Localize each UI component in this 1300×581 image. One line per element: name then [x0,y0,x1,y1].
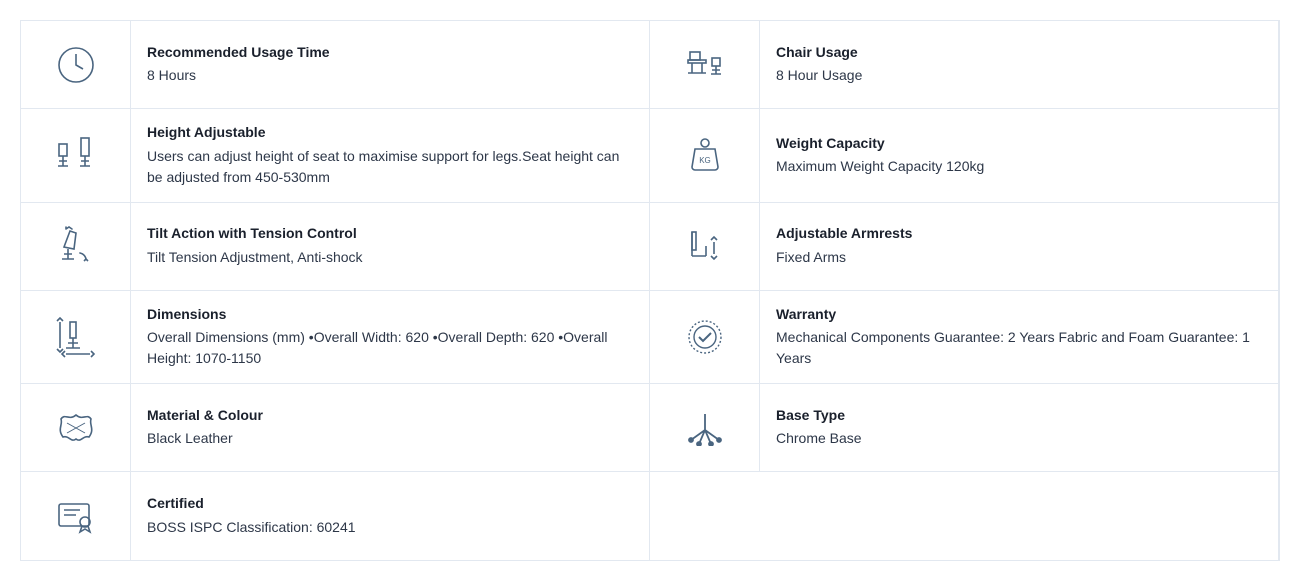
spec-text: Material & Colour Black Leather [131,384,649,471]
spec-title: Weight Capacity [776,134,1262,154]
spec-text: Certified BOSS ISPC Classification: 6024… [131,472,649,560]
spec-cell: Chair Usage 8 Hour Usage [650,21,1279,109]
svg-text:KG: KG [699,156,711,165]
spec-desc: Overall Dimensions (mm) •Overall Width: … [147,327,633,369]
spec-desc: 8 Hours [147,65,633,86]
spec-title: Recommended Usage Time [147,43,633,63]
spec-table: Recommended Usage Time 8 Hours Chair Usa… [20,20,1280,561]
spec-cell: Tilt Action with Tension Control Tilt Te… [21,203,650,291]
spec-title: Dimensions [147,305,633,325]
spec-desc: BOSS ISPC Classification: 60241 [147,517,633,538]
spec-desc: Chrome Base [776,428,1262,449]
height-adjust-icon [21,109,131,202]
base-icon [650,384,760,471]
material-icon [21,384,131,471]
spec-title: Adjustable Armrests [776,224,1262,244]
spec-desc: Fixed Arms [776,247,1262,268]
spec-title: Tilt Action with Tension Control [147,224,633,244]
spec-text: Adjustable Armrests Fixed Arms [760,203,1278,290]
spec-title: Chair Usage [776,43,1262,63]
spec-text: Tilt Action with Tension Control Tilt Te… [131,203,649,290]
spec-desc: Users can adjust height of seat to maxim… [147,146,633,188]
spec-cell: Dimensions Overall Dimensions (mm) •Over… [21,291,650,385]
spec-cell: Adjustable Armrests Fixed Arms [650,203,1279,291]
spec-cell: Recommended Usage Time 8 Hours [21,21,650,109]
spec-text: Dimensions Overall Dimensions (mm) •Over… [131,291,649,384]
spec-text: Recommended Usage Time 8 Hours [131,21,649,108]
spec-desc: 8 Hour Usage [776,65,1262,86]
spec-desc: Tilt Tension Adjustment, Anti-shock [147,247,633,268]
spec-text: Weight Capacity Maximum Weight Capacity … [760,109,1278,202]
spec-cell: Material & Colour Black Leather [21,384,650,472]
spec-cell: Warranty Mechanical Components Guarantee… [650,291,1279,385]
certified-icon [21,472,131,560]
empty-cell [650,472,1279,560]
spec-text: Height Adjustable Users can adjust heigh… [131,109,649,202]
spec-cell: Certified BOSS ISPC Classification: 6024… [21,472,650,560]
desk-chair-icon [650,21,760,108]
spec-title: Warranty [776,305,1262,325]
weight-icon: KG [650,109,760,202]
spec-desc: Maximum Weight Capacity 120kg [776,156,1262,177]
spec-cell: Base Type Chrome Base [650,384,1279,472]
spec-title: Certified [147,494,633,514]
spec-desc: Mechanical Components Guarantee: 2 Years… [776,327,1262,369]
spec-title: Base Type [776,406,1262,426]
tilt-icon [21,203,131,290]
warranty-icon [650,291,760,384]
armrest-icon [650,203,760,290]
spec-text: Warranty Mechanical Components Guarantee… [760,291,1278,384]
spec-text: Base Type Chrome Base [760,384,1278,471]
spec-text: Chair Usage 8 Hour Usage [760,21,1278,108]
spec-title: Material & Colour [147,406,633,426]
spec-desc: Black Leather [147,428,633,449]
clock-icon [21,21,131,108]
spec-cell: Height Adjustable Users can adjust heigh… [21,109,650,203]
spec-cell: KG Weight Capacity Maximum Weight Capaci… [650,109,1279,203]
dimensions-icon [21,291,131,384]
spec-title: Height Adjustable [147,123,633,143]
